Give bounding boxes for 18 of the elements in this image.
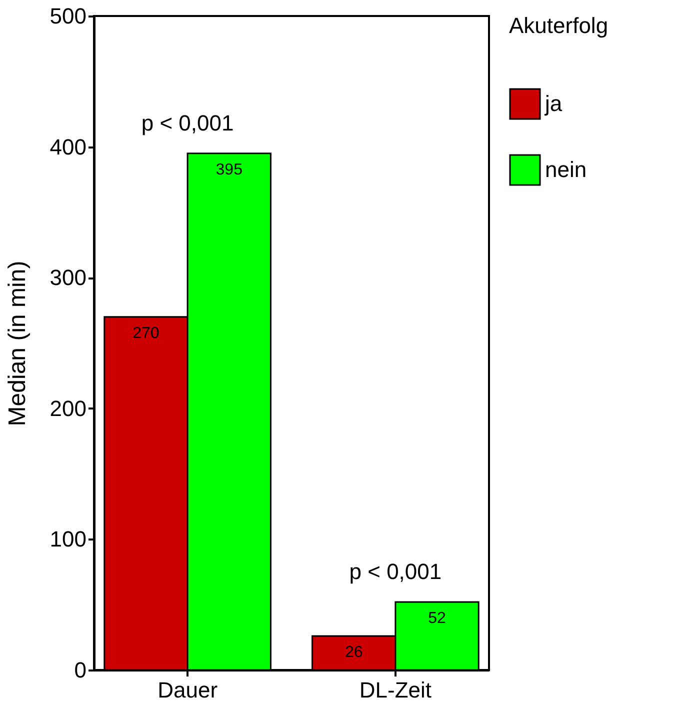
y-tick-label: 0 (74, 658, 86, 682)
annotation: p < 0,001 (141, 110, 234, 136)
y-tick-label: 400 (50, 134, 86, 160)
data-label: 26 (344, 644, 363, 661)
legend-label: nein (545, 157, 587, 182)
data-label: 270 (132, 324, 160, 342)
y-tick-label: 500 (50, 4, 86, 28)
y-tick-label: 200 (50, 396, 86, 421)
y-axis-title: Median (in min) (4, 260, 31, 426)
legend-title: Akuterfolg (509, 13, 608, 38)
x-tick-label: DL-Zeit (359, 678, 432, 702)
y-tick-label: 100 (50, 526, 86, 552)
data-label: 52 (428, 610, 446, 627)
data-label: 395 (216, 161, 243, 178)
legend-label: ja (544, 91, 563, 116)
annotation: p < 0,001 (349, 558, 442, 584)
x-tick-label: Dauer (158, 678, 218, 702)
y-tick-label: 300 (50, 265, 86, 290)
